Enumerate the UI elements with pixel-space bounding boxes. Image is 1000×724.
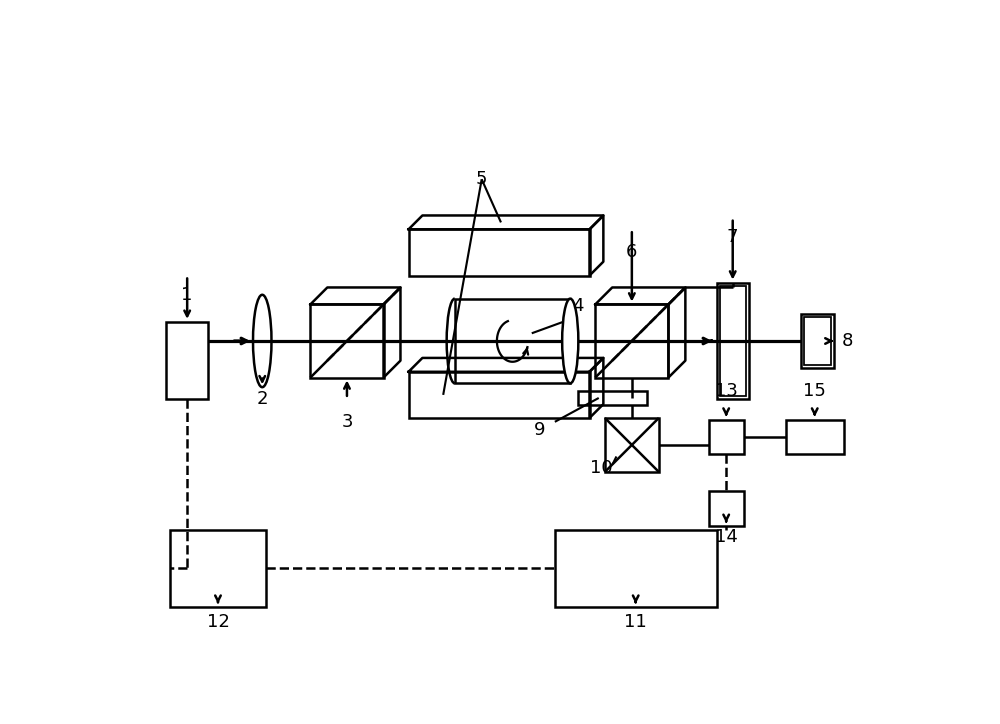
- Bar: [409, 230, 590, 276]
- Text: 15: 15: [803, 382, 826, 400]
- Text: 7: 7: [727, 228, 738, 246]
- Bar: [166, 321, 208, 399]
- Bar: [709, 419, 744, 454]
- Bar: [170, 530, 266, 607]
- Text: 14: 14: [715, 529, 738, 547]
- Text: 4: 4: [572, 298, 584, 316]
- Bar: [786, 419, 844, 454]
- Text: 5: 5: [476, 170, 487, 188]
- Bar: [709, 491, 744, 526]
- Bar: [720, 286, 746, 395]
- Text: 11: 11: [624, 613, 647, 631]
- Bar: [717, 283, 749, 399]
- Bar: [801, 314, 834, 368]
- Text: 3: 3: [341, 413, 353, 431]
- Bar: [310, 304, 384, 377]
- Text: 10: 10: [590, 459, 612, 477]
- Text: 8: 8: [842, 332, 853, 350]
- Text: 9: 9: [534, 421, 545, 439]
- Bar: [409, 372, 590, 418]
- Bar: [804, 317, 831, 365]
- Bar: [605, 418, 659, 472]
- Bar: [455, 298, 570, 383]
- Text: 6: 6: [626, 243, 638, 261]
- Bar: [555, 530, 717, 607]
- Text: 12: 12: [207, 613, 229, 631]
- Bar: [595, 304, 668, 377]
- Text: 13: 13: [715, 382, 738, 400]
- Ellipse shape: [562, 298, 578, 383]
- Text: 1: 1: [181, 286, 193, 304]
- Text: 2: 2: [256, 390, 268, 408]
- Bar: [578, 391, 647, 405]
